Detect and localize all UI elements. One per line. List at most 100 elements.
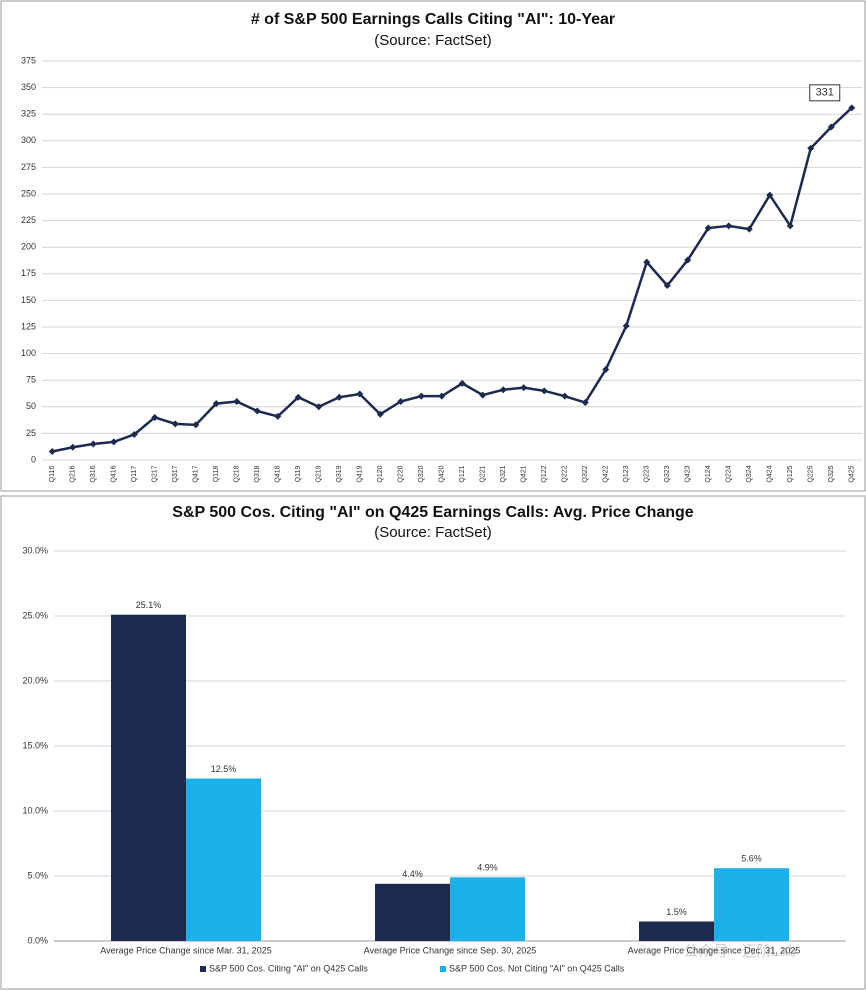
point: [520, 384, 528, 392]
x-tick-label: Average Price Change since Dec. 31, 2025: [628, 945, 800, 955]
x-tick-label: Q218: [234, 465, 241, 482]
data-label: 331: [816, 87, 834, 99]
point: [294, 393, 302, 401]
x-tick-label: Q316: [90, 465, 97, 482]
point: [786, 222, 794, 230]
legend-label: S&P 500 Cos. Citing "AI" on Q425 Calls: [209, 963, 368, 973]
x-tick-label: Q117: [131, 466, 138, 483]
y-tick-label: 250: [21, 188, 36, 198]
x-tick-label: Q219: [316, 465, 323, 482]
x-tick-label: Q321: [500, 465, 507, 482]
y-tick-label: 50: [26, 401, 36, 411]
point: [643, 258, 651, 266]
data-label: 5.6%: [741, 854, 762, 864]
x-tick-label: Q118: [213, 466, 220, 483]
point: [704, 224, 712, 232]
y-tick-label: 10.0%: [22, 805, 48, 815]
bar: [111, 614, 186, 941]
x-tick-label: Q416: [111, 465, 118, 482]
bar: [375, 883, 450, 941]
x-tick-label: Q417: [193, 465, 200, 482]
chart-title: # of S&P 500 Earnings Calls Citing "AI":…: [251, 11, 615, 28]
point: [171, 420, 179, 428]
point: [376, 410, 384, 418]
y-tick-label: 25: [26, 428, 36, 438]
x-tick-label: Q221: [480, 465, 487, 482]
x-tick-label: Q325: [828, 465, 835, 482]
x-tick-label: Q217: [152, 465, 159, 482]
x-tick-label: Q123: [623, 465, 630, 482]
point: [212, 400, 220, 408]
x-tick-label: Average Price Change since Mar. 31, 2025: [100, 945, 271, 955]
y-tick-label: 275: [21, 162, 36, 172]
point: [848, 104, 856, 112]
y-tick-label: 0: [31, 454, 36, 464]
chart-title: S&P 500 Cos. Citing "AI" on Q425 Earning…: [172, 504, 693, 521]
x-tick-label: Q420: [439, 465, 446, 482]
point: [581, 399, 589, 407]
y-tick-label: 25.0%: [22, 610, 48, 620]
legend-label: S&P 500 Cos. Not Citing "AI" on Q425 Cal…: [449, 963, 625, 973]
point: [622, 322, 630, 330]
x-tick-label: Q222: [562, 465, 569, 482]
y-tick-label: 100: [21, 348, 36, 358]
point: [479, 391, 487, 399]
y-tick-label: 175: [21, 268, 36, 278]
point: [233, 397, 241, 405]
bar: [714, 868, 789, 941]
x-tick-label: Q320: [418, 465, 425, 482]
data-label: 12.5%: [211, 764, 237, 774]
x-tick-label: Q419: [357, 465, 364, 482]
point: [253, 407, 261, 415]
panel-bottom: [0, 495, 866, 990]
x-tick-label: Q125: [787, 465, 794, 482]
point: [561, 392, 569, 400]
x-tick-label: Q324: [746, 465, 753, 482]
point: [684, 256, 692, 264]
x-tick-label: Q418: [275, 465, 282, 482]
bar: [639, 921, 714, 941]
y-tick-label: 75: [26, 375, 36, 385]
point: [663, 282, 671, 290]
point: [807, 144, 815, 152]
x-tick-label: Q120: [377, 465, 384, 482]
x-tick-label: Q121: [459, 465, 466, 482]
x-tick-label: Q225: [808, 465, 815, 482]
point: [397, 397, 405, 405]
point: [602, 366, 610, 374]
point: [356, 390, 364, 398]
point: [130, 430, 138, 438]
x-tick-label: Q423: [685, 465, 692, 482]
x-tick-label: Q422: [603, 465, 610, 482]
point: [725, 222, 733, 230]
legend-swatch: [440, 966, 446, 972]
point: [458, 379, 466, 387]
y-tick-label: 200: [21, 242, 36, 252]
point: [766, 191, 774, 199]
x-tick-label: Q224: [726, 465, 733, 482]
point: [48, 447, 56, 455]
point: [315, 403, 323, 411]
chart-subtitle: (Source: FactSet): [374, 524, 492, 541]
point: [335, 393, 343, 401]
x-tick-label: Q116: [49, 466, 56, 483]
x-tick-label: Q322: [582, 465, 589, 482]
y-tick-label: 325: [21, 109, 36, 119]
point: [151, 413, 159, 421]
x-tick-label: Q421: [521, 465, 528, 482]
point: [110, 438, 118, 446]
line: [51, 106, 853, 453]
panel-top: [0, 0, 866, 492]
point: [274, 412, 282, 420]
data-label: 4.4%: [402, 869, 423, 879]
watermark: 公众号 · 迈阶Lab: [683, 943, 796, 960]
x-tick-label: Q122: [541, 465, 548, 482]
y-tick-label: 350: [21, 82, 36, 92]
x-tick-label: Q319: [336, 465, 343, 482]
legend-swatch: [200, 966, 206, 972]
y-tick-label: 300: [21, 135, 36, 145]
y-tick-label: 375: [21, 55, 36, 65]
data-label: 25.1%: [136, 600, 162, 610]
x-tick-label: Q119: [295, 466, 302, 483]
x-tick-label: Q223: [644, 465, 651, 482]
